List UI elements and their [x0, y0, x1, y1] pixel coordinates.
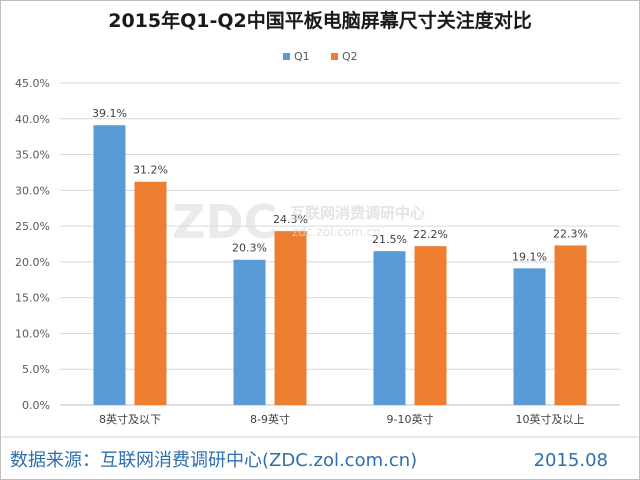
data-label: 22.2%	[413, 228, 448, 241]
footer-date: 2015.08	[534, 450, 608, 471]
legend: Q1 Q2	[283, 50, 358, 63]
legend-label: Q1	[294, 50, 310, 63]
data-label: 24.3%	[273, 213, 308, 226]
legend-label: Q2	[342, 50, 358, 63]
data-label: 31.2%	[133, 164, 168, 177]
watermark-logo: ZDC	[172, 195, 277, 249]
bar-q1	[93, 125, 126, 406]
data-label: 39.1%	[92, 107, 127, 120]
y-tick-label: 15.0%	[15, 292, 50, 305]
x-category-label: 10英寸及以上	[516, 412, 585, 426]
data-label: 21.5%	[372, 233, 407, 246]
y-tick-label: 5.0%	[22, 363, 50, 376]
data-label: 22.3%	[553, 227, 588, 240]
watermark-name: 互联网消费调研中心	[290, 204, 425, 222]
y-tick-label: 25.0%	[15, 220, 50, 233]
legend-swatch-q1	[283, 53, 290, 60]
y-tick-label: 35.0%	[15, 149, 50, 162]
x-category-label: 8英寸及以下	[99, 412, 161, 426]
y-tick-label: 10.0%	[15, 327, 50, 340]
y-tick-label: 45.0%	[15, 77, 50, 90]
data-label: 19.1%	[512, 250, 547, 263]
y-tick-label: 20.0%	[15, 256, 50, 269]
x-category-label: 8-9英寸	[250, 412, 290, 426]
x-category-label: 9-10英寸	[387, 412, 434, 426]
bar-q1	[233, 259, 266, 405]
y-tick-label: 0.0%	[22, 399, 50, 412]
footer-source: 数据来源：互联网消费调研中心(ZDC.zol.com.cn)	[10, 450, 417, 471]
watermark: ZDC 互联网消费调研中心 zdc.zol.com.cn	[172, 195, 425, 249]
bar-q2	[554, 245, 587, 405]
bar-q2	[134, 181, 167, 405]
chart-title: 2015年Q1-Q2中国平板电脑屏幕尺寸关注度对比	[108, 9, 532, 32]
bar-q2	[274, 231, 307, 405]
bar-q2	[414, 246, 447, 405]
bar-q1	[373, 251, 406, 405]
y-axis: 0.0% 5.0% 10.0% 15.0% 20.0% 25.0% 30.0% 35.0% 40…	[15, 77, 50, 412]
y-tick-label: 30.0%	[15, 184, 50, 197]
legend-swatch-q2	[331, 53, 338, 60]
x-axis: 8英寸及以下 8-9英寸 9-10英寸 10英寸及以上	[99, 412, 585, 426]
data-labels: 39.1% 31.2% 20.3% 24.3% 21.5% 22.2% 19.1% 22.3%	[92, 107, 588, 263]
y-tick-label: 40.0%	[15, 113, 50, 126]
data-label: 20.3%	[232, 242, 267, 255]
watermark-url: zdc.zol.com.cn	[292, 225, 381, 239]
bars	[93, 125, 587, 406]
bar-q1	[513, 268, 546, 405]
